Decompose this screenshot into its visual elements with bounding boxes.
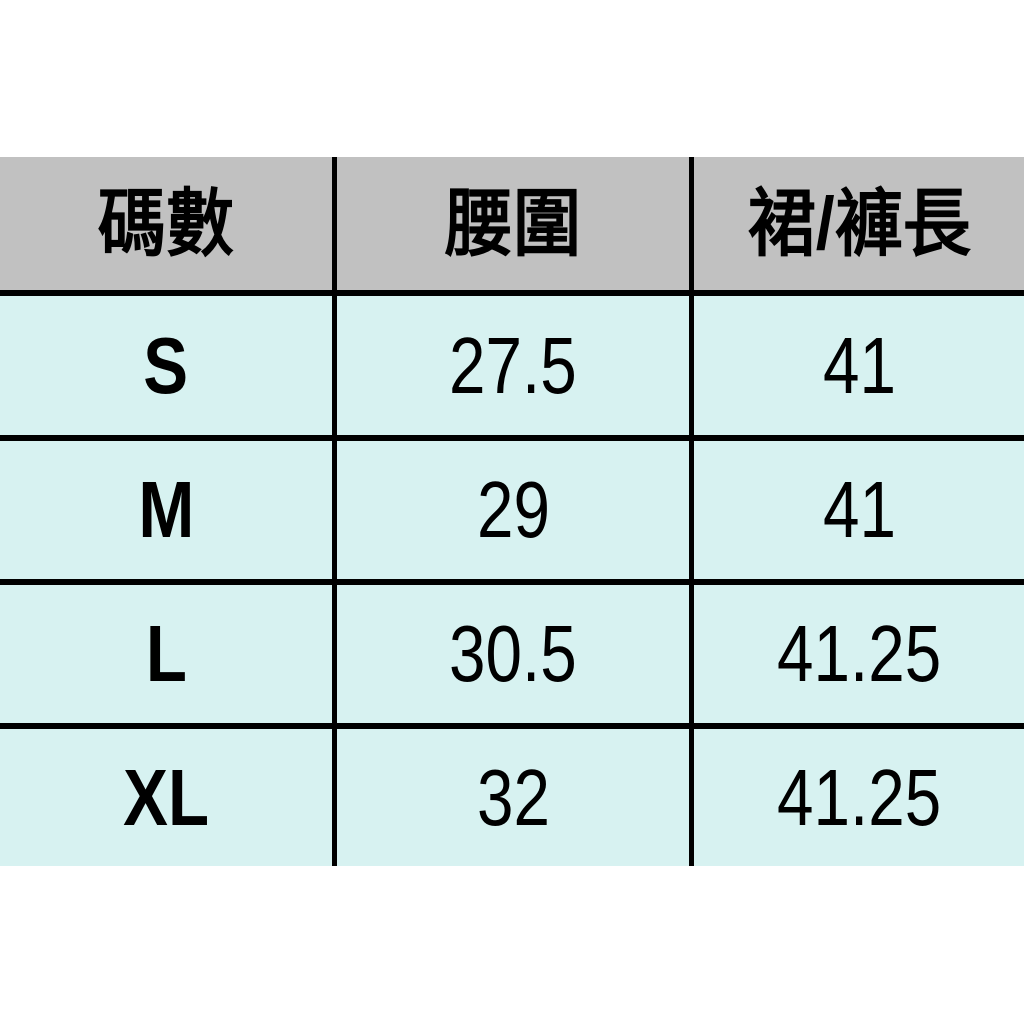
header-cell-size: 碼數	[0, 157, 337, 296]
size-value: M	[138, 465, 194, 554]
row-l-length-cell: 41.25	[694, 585, 1024, 729]
row-m-length-cell: 41	[694, 441, 1024, 585]
row-m-waist-cell: 29	[337, 441, 694, 585]
row-xl-size-cell: XL	[0, 729, 337, 866]
row-s-size-cell: S	[0, 296, 337, 441]
header-cell-length: 裙/褲長	[694, 157, 1024, 296]
length-value: 41.25	[776, 609, 942, 698]
row-xl-length-cell: 41.25	[694, 729, 1024, 866]
length-value: 41	[822, 320, 896, 410]
row-l-size-cell: L	[0, 585, 337, 729]
size-chart-table: 碼數 腰圍 裙/褲長 S 27.5 41 M 29 41 L	[0, 157, 1024, 866]
header-size-label: 碼數	[97, 181, 235, 265]
waist-value: 27.5	[449, 320, 577, 410]
length-value: 41	[822, 465, 896, 554]
header-cell-waist: 腰圍	[337, 157, 694, 296]
row-l-waist-cell: 30.5	[337, 585, 694, 729]
row-s-length-cell: 41	[694, 296, 1024, 441]
row-s-waist-cell: 27.5	[337, 296, 694, 441]
waist-value: 32	[476, 752, 550, 842]
size-value: L	[145, 609, 187, 698]
row-xl-waist-cell: 32	[337, 729, 694, 866]
size-value: XL	[123, 752, 209, 842]
header-length-label: 裙/褲長	[747, 181, 971, 265]
row-m-size-cell: M	[0, 441, 337, 585]
size-value: S	[143, 320, 189, 410]
waist-value: 30.5	[449, 609, 577, 698]
length-value: 41.25	[776, 752, 942, 842]
waist-value: 29	[476, 465, 550, 554]
header-waist-label: 腰圍	[444, 181, 582, 265]
